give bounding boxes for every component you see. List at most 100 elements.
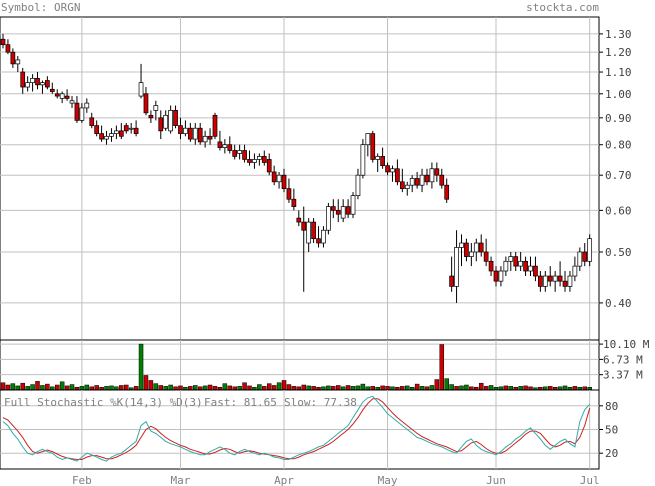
volume-bar: [449, 384, 454, 390]
candle: [242, 144, 247, 163]
candle-body: [276, 174, 282, 183]
volume-bar: [316, 387, 321, 390]
x-axis-month-label: Feb: [72, 474, 92, 486]
candle: [523, 256, 528, 277]
candle-body: [483, 251, 489, 262]
candle: [311, 218, 316, 244]
candle: [321, 226, 326, 248]
candle: [533, 256, 538, 282]
volume-bar: [59, 381, 65, 390]
candle: [306, 218, 312, 252]
candle-body: [301, 221, 307, 231]
volume-bar: [193, 385, 198, 390]
volume-bar: [266, 383, 272, 390]
candle-body: [158, 117, 164, 132]
candle: [118, 122, 124, 140]
volume-bar: [143, 375, 149, 390]
candle: [577, 247, 583, 272]
volume-bar: [227, 385, 233, 390]
candle: [123, 122, 129, 134]
volume-panel-frame: [0, 339, 600, 391]
candle-body: [345, 206, 351, 215]
candle-body: [291, 198, 297, 207]
candle: [390, 165, 395, 182]
candle: [143, 87, 149, 116]
price-tick-label: 0.50: [605, 246, 632, 259]
volume-bar: [163, 386, 168, 390]
candle-body: [10, 51, 16, 65]
candle: [173, 105, 178, 129]
candle: [10, 48, 16, 68]
volume-bar: [291, 386, 297, 390]
candle: [64, 89, 70, 101]
candle-body: [192, 127, 198, 140]
volume-bar: [311, 386, 316, 390]
candle: [380, 147, 385, 169]
candle-body: [552, 275, 558, 282]
volume-bar: [552, 387, 558, 390]
candle: [69, 96, 75, 108]
candle-body: [74, 102, 80, 121]
stochastic-gridlines: [0, 390, 599, 469]
stochastic-panel: 80 50 20 Full Stochastic %K(14,3) %D(3) Fa…: [0, 389, 618, 470]
volume-bar: [572, 386, 578, 390]
candle-body: [582, 251, 588, 262]
candle-body: [365, 133, 371, 146]
candle-body: [572, 265, 578, 277]
candle: [582, 243, 588, 267]
volume-bar: [188, 386, 193, 390]
candle-body: [424, 174, 430, 183]
candle-body: [567, 275, 573, 287]
candle: [399, 168, 405, 193]
volume-bar: [523, 385, 528, 390]
candle-body: [306, 221, 312, 244]
volume-bar: [444, 378, 449, 390]
volume-bar: [257, 384, 262, 390]
volume-bar: [178, 385, 183, 390]
candle-body: [414, 178, 420, 186]
candle: [429, 162, 435, 189]
candle-body: [187, 127, 193, 140]
candle: [296, 210, 302, 227]
candle: [276, 171, 282, 189]
candle-body: [257, 156, 262, 160]
candles: [0, 33, 593, 303]
candle: [261, 150, 267, 166]
volume-bar: [35, 381, 40, 390]
candle: [237, 144, 242, 160]
candle: [301, 206, 307, 292]
volume-bar: [124, 384, 129, 390]
candle: [404, 181, 410, 196]
candle: [434, 162, 440, 182]
candle-body: [261, 156, 267, 163]
volume-bar: [405, 385, 410, 390]
volume-bar: [380, 385, 385, 390]
volume-bar: [488, 385, 494, 390]
candle: [449, 256, 454, 292]
candle: [439, 168, 445, 189]
candle: [483, 238, 489, 267]
candle-body: [321, 229, 326, 244]
volume-bar: [45, 383, 50, 390]
volume-bar: [562, 385, 568, 390]
candle-body: [227, 144, 233, 151]
candle-body: [69, 100, 75, 104]
volume-bar: [518, 386, 523, 390]
candle-body: [587, 238, 593, 262]
candle: [94, 120, 100, 137]
volume-bar: [54, 384, 60, 390]
candle: [340, 199, 346, 223]
volume-bar: [252, 387, 257, 390]
candle: [542, 271, 548, 292]
candle: [488, 256, 494, 277]
candle: [45, 76, 50, 90]
candle-body: [404, 184, 410, 189]
volume-bar: [419, 386, 425, 390]
candle-body: [5, 44, 11, 53]
candle: [370, 130, 376, 163]
candle-body: [330, 206, 336, 211]
candle-body: [577, 251, 583, 267]
candle-body: [518, 260, 524, 267]
candle: [414, 171, 420, 189]
volume-bar: [237, 386, 242, 390]
